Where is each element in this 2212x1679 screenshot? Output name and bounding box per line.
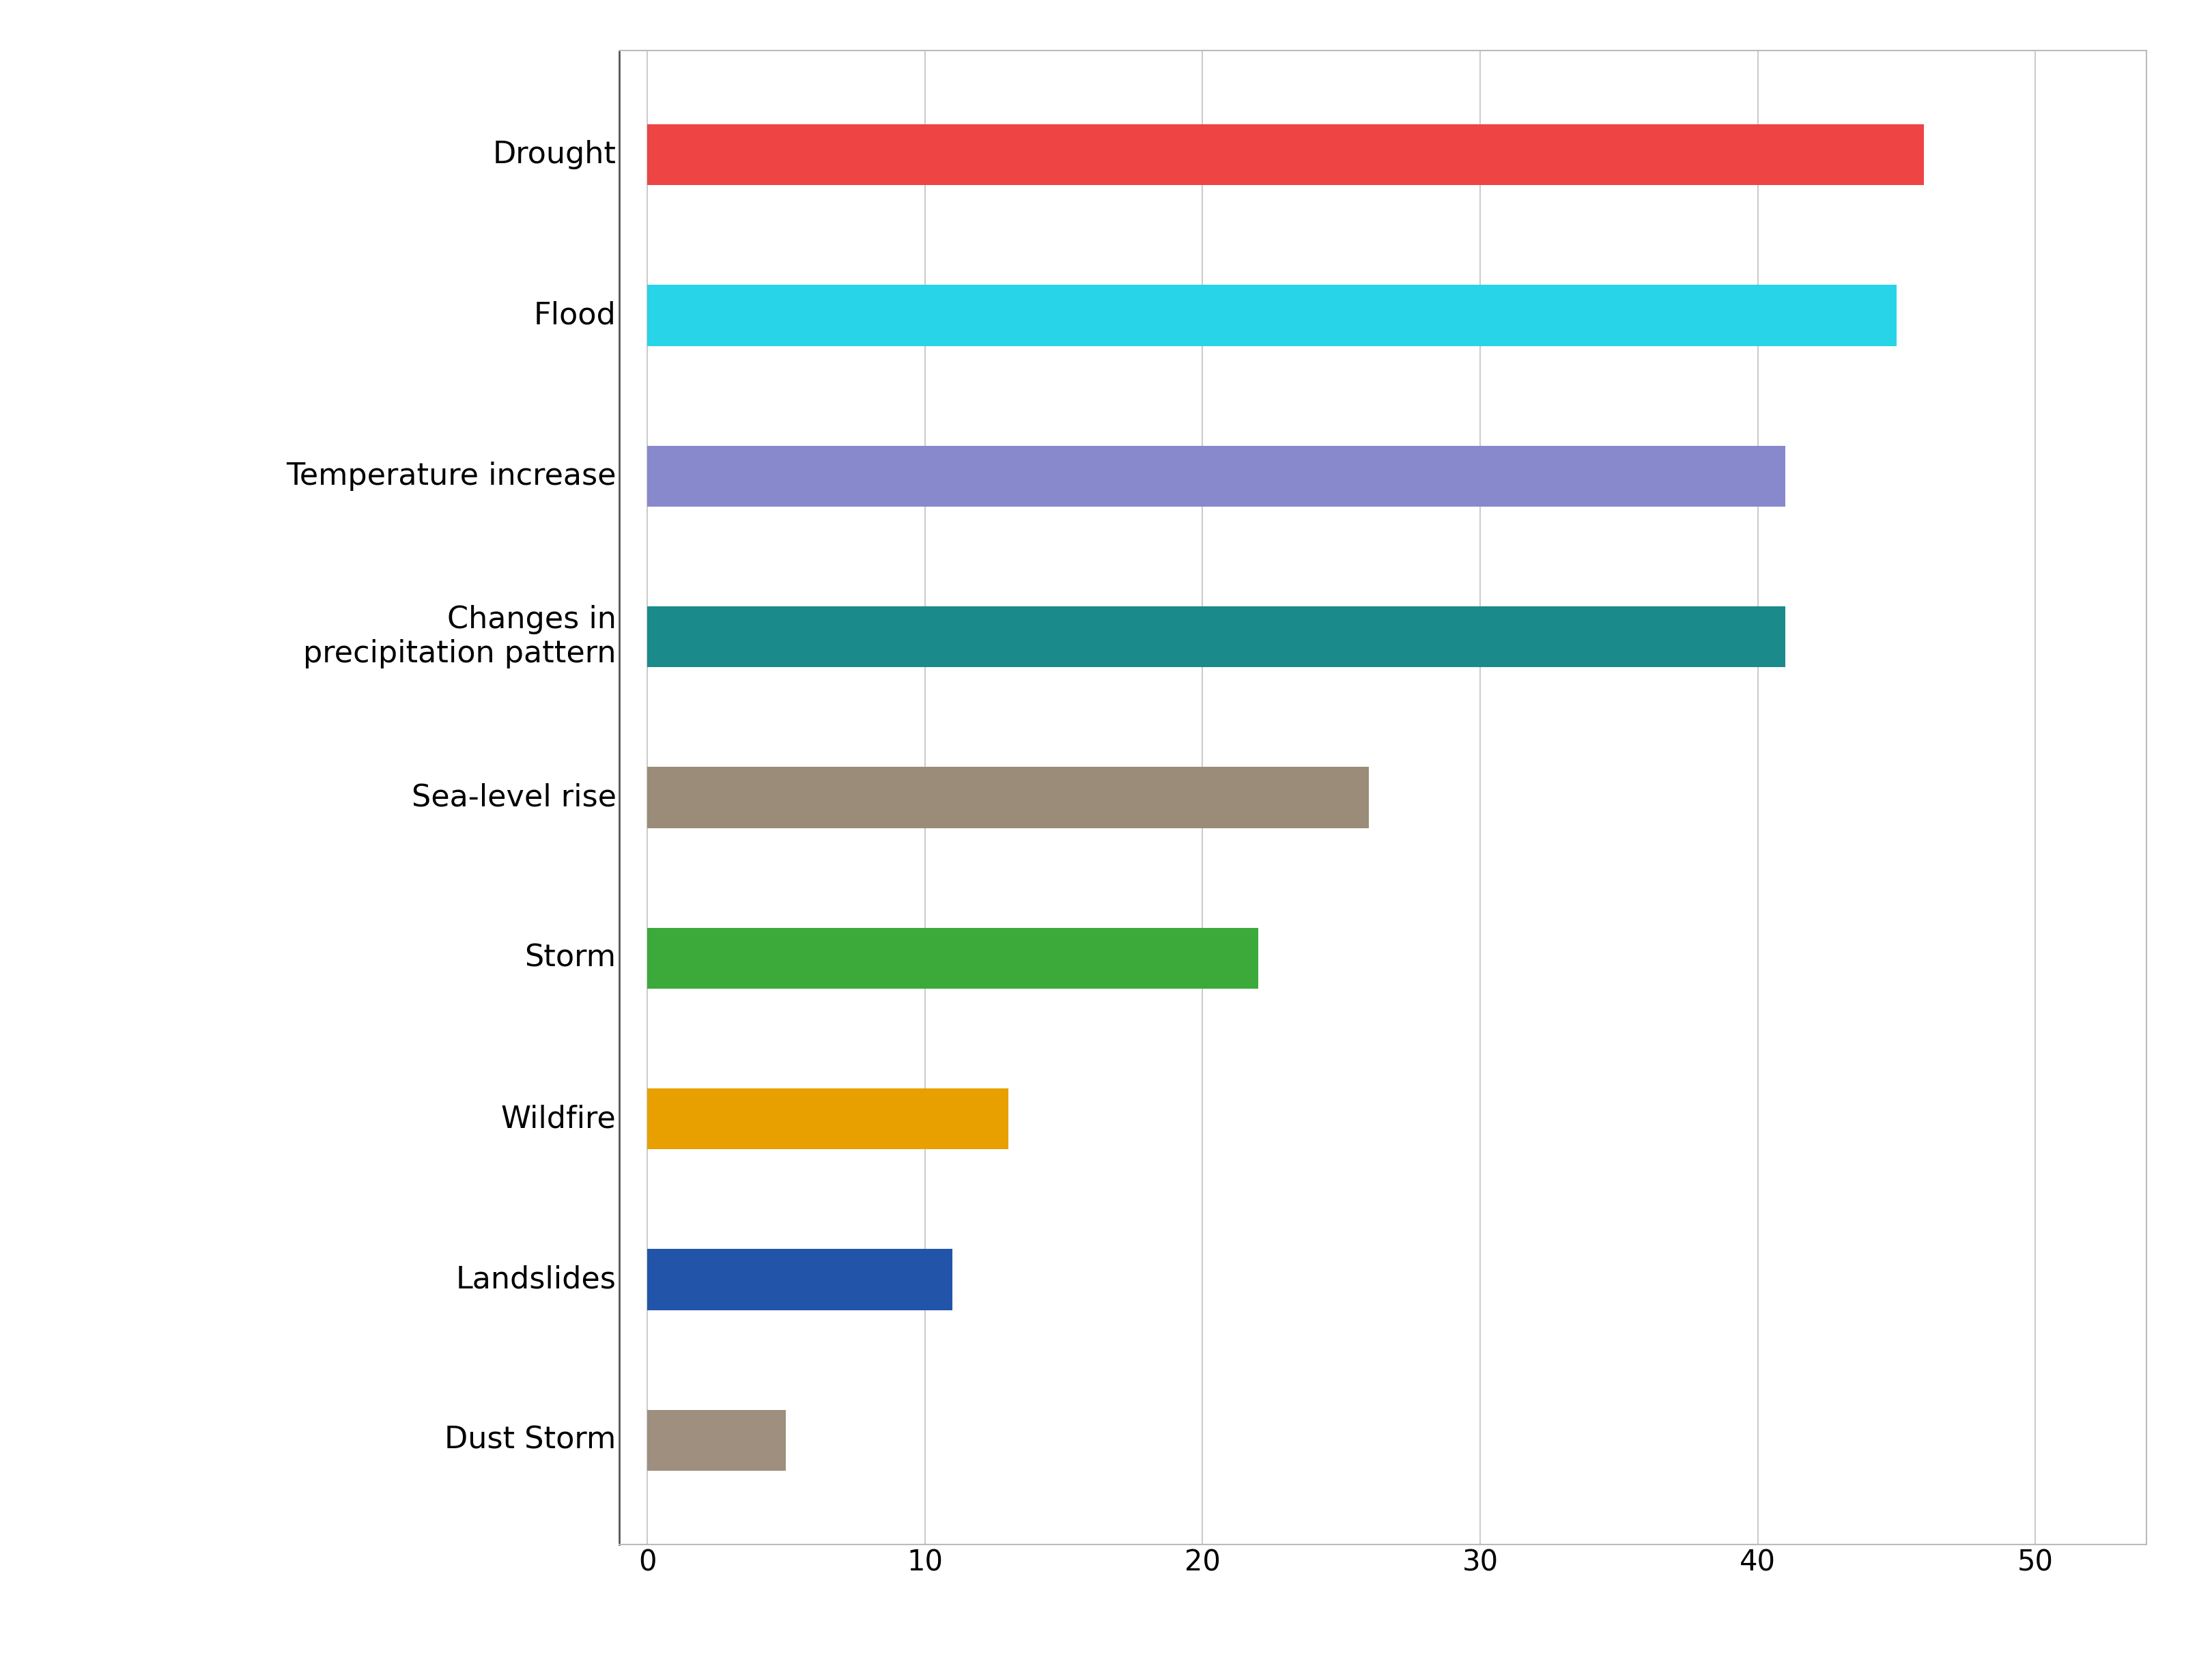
Bar [648,1249,953,1310]
Bar [648,1410,785,1471]
Bar [648,285,1896,346]
Bar [648,767,1369,828]
Bar [648,124,1924,185]
Bar [648,1088,1009,1150]
Bar [648,445,1785,507]
Bar [648,606,1785,667]
Bar [648,928,1259,989]
